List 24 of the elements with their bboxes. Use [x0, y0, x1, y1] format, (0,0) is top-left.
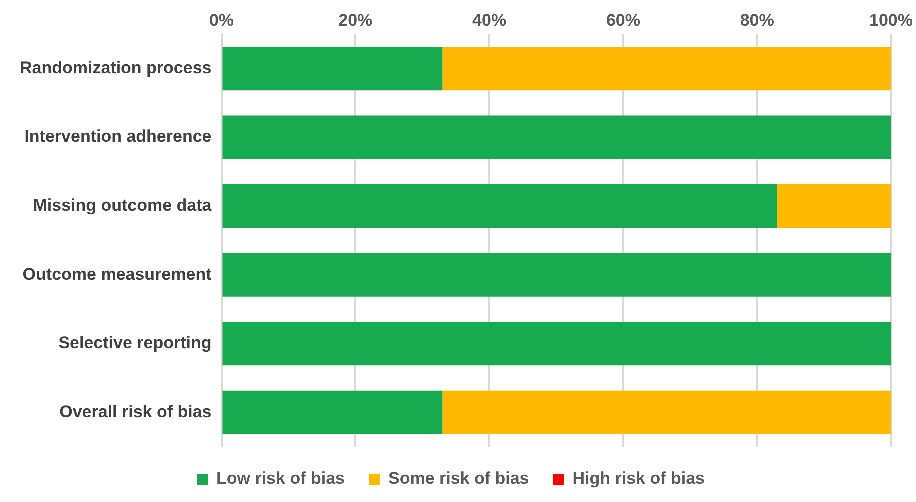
bar	[222, 253, 892, 297]
x-tick-label: 0%	[209, 10, 234, 30]
bar	[222, 116, 892, 160]
y-tick-label: Missing outcome data	[33, 196, 212, 216]
x-tick-label: 20%	[338, 10, 373, 30]
x-tick-label: 80%	[740, 10, 774, 30]
bar	[442, 390, 892, 434]
y-tick-label: Selective reporting	[58, 334, 212, 353]
y-tick-label: Randomization process	[20, 58, 212, 78]
x-tick-label: 60%	[606, 10, 640, 30]
y-tick-label: Outcome measurement	[22, 264, 212, 284]
bar	[222, 322, 892, 366]
legend-label: High risk of bias	[572, 469, 705, 488]
bar	[222, 184, 778, 228]
y-tick-label: Intervention adherence	[24, 127, 212, 146]
y-tick-label: Overall risk of bias	[60, 402, 212, 422]
bar	[777, 184, 892, 228]
legend-label: Some risk of bias	[388, 469, 530, 488]
legend-label: Low risk of bias	[216, 469, 345, 488]
x-tick-label: 40%	[472, 10, 507, 30]
bar	[222, 47, 443, 91]
bar	[442, 47, 892, 91]
x-tick-label: 100%	[870, 10, 913, 30]
bar	[222, 390, 443, 434]
